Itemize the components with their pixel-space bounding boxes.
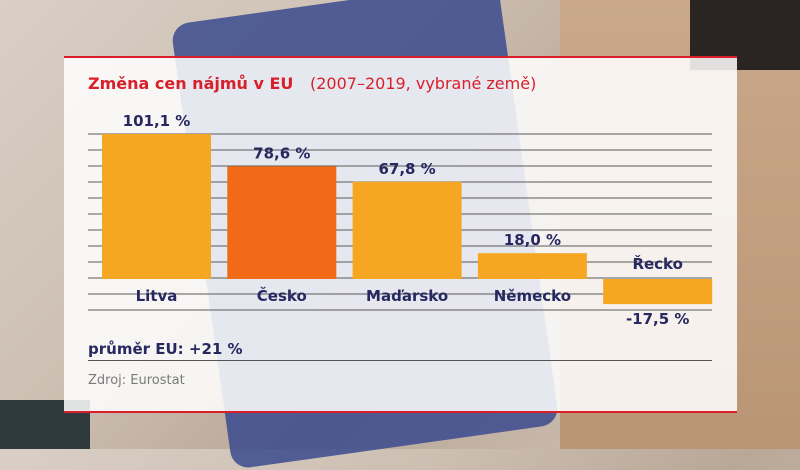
chart-subtitle: (2007–2019, vybrané země) [310,74,537,93]
value-label-2: 67,8 % [378,160,435,178]
value-label-4: -17,5 % [626,310,690,328]
footer-separator [88,360,712,361]
value-label-1: 78,6 % [253,144,310,162]
bar-chart: 101,1 % Litva 78,6 % Česko 67,8 % Maďarsko 18,… [88,112,713,328]
bar-1 [227,166,337,279]
bar-4 [603,279,713,305]
value-label-0: 101,1 % [123,112,191,130]
source-label: Zdroj: Eurostat [88,373,185,388]
chart-panel: Změna cen nájmů v EU (2007–2019, vybrané… [64,56,737,413]
chart-title: Změna cen nájmů v EU [88,74,294,93]
category-label-2: Maďarsko [366,287,448,305]
eu-average-label: průměr EU: +21 % [88,340,243,358]
category-label-0: Litva [136,287,178,305]
category-label-3: Německo [494,287,571,305]
category-label-4: Řecko [632,254,683,273]
bar-0 [102,134,211,279]
value-label-3: 18,0 % [504,231,561,249]
bar-2 [352,181,462,279]
bar-3 [477,253,587,279]
category-label-1: Česko [257,286,307,305]
